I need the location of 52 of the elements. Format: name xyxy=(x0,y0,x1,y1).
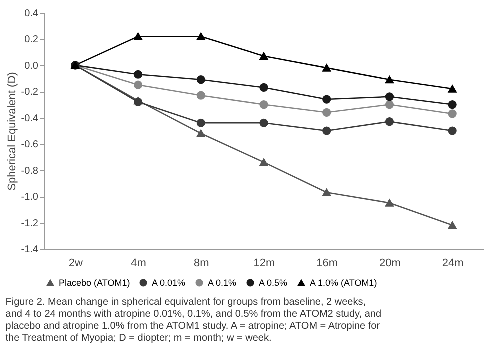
point xyxy=(196,32,206,40)
point xyxy=(260,83,268,92)
point xyxy=(260,158,268,166)
y-tick-label: 0.0 xyxy=(24,60,39,72)
y-axis-title: Spherical Equivalent (D) xyxy=(6,72,18,191)
point xyxy=(385,76,394,84)
point xyxy=(385,199,394,207)
point xyxy=(260,118,268,128)
point xyxy=(448,100,457,110)
legend-label: A 0.5% xyxy=(259,278,288,288)
x-tick-label: 12m xyxy=(254,258,276,270)
y-tick-label: -0.4 xyxy=(21,113,39,124)
point xyxy=(448,222,457,230)
y-tick-label: 0.4 xyxy=(24,8,39,20)
x-tick-label: 4m xyxy=(131,258,146,270)
y-tick-label: -0.2 xyxy=(21,87,39,98)
point xyxy=(260,100,268,110)
point xyxy=(385,100,394,110)
point xyxy=(322,188,332,196)
point xyxy=(322,108,332,117)
point xyxy=(134,80,143,90)
point xyxy=(196,76,206,84)
caption: Figure 2. Mean change in spherical equivalent for groups from baseline, 2 weeks, and 4 to 24 months with atropine 0.01%, 0.1%, and 0.5% from the ATOM2 study, and placebo and atropine 1.0% from the ATOM1 study. A = atropine; ATOM = Atropine for the Treatment of Myopia; D = diopter; m = month; w = week. xyxy=(6,297,382,344)
point xyxy=(448,110,457,118)
point xyxy=(196,118,206,128)
y-tick-label: -1.2 xyxy=(21,218,39,230)
point xyxy=(385,92,394,102)
point xyxy=(448,126,457,136)
y-tick-label: 0.2 xyxy=(24,34,39,46)
x-tick-label: 2w xyxy=(68,258,84,270)
point xyxy=(322,95,332,104)
x-tick-label: 16m xyxy=(316,258,338,270)
y-tick-label: -0.6 xyxy=(21,140,39,151)
x-tick-label: 20m xyxy=(380,258,401,270)
point xyxy=(448,85,457,93)
legend-label: Placebo (ATOM1) xyxy=(59,278,130,288)
legend-label: A 0.1% xyxy=(208,278,237,288)
y-tick-label: -1.4 xyxy=(21,244,39,256)
point xyxy=(322,126,332,136)
x-tick-label: 8m xyxy=(194,258,210,270)
x-tick-label: 24m xyxy=(442,258,464,270)
point xyxy=(260,52,268,60)
point xyxy=(322,64,332,72)
point xyxy=(196,130,206,138)
legend-label: A 1.0% (ATOM1) xyxy=(310,278,378,288)
legend-label: A 0.01% xyxy=(152,278,186,288)
point xyxy=(134,70,143,79)
point xyxy=(385,118,394,126)
y-tick-label: -0.8 xyxy=(21,166,39,177)
y-tick-label: -1.0 xyxy=(21,192,39,204)
point xyxy=(196,91,206,100)
point xyxy=(134,32,143,40)
